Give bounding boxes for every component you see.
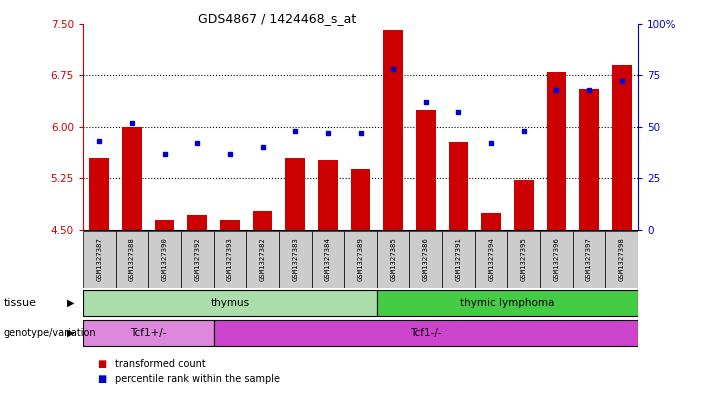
Text: percentile rank within the sample: percentile rank within the sample [115, 374, 280, 384]
Bar [579, 89, 599, 230]
Bar [213, 231, 246, 288]
Bar [410, 231, 442, 288]
Text: ■: ■ [97, 358, 107, 369]
Bar [377, 231, 410, 288]
Text: ■: ■ [97, 374, 107, 384]
Bar [350, 169, 371, 230]
Bar [83, 290, 377, 316]
Bar [181, 231, 213, 288]
Text: transformed count: transformed count [115, 358, 206, 369]
Bar [122, 127, 142, 230]
Text: thymus: thymus [211, 298, 249, 308]
Bar [514, 180, 534, 230]
Text: ▶: ▶ [67, 328, 74, 338]
Text: GSM1327382: GSM1327382 [260, 237, 265, 281]
Bar [89, 158, 109, 230]
Text: GSM1327396: GSM1327396 [554, 237, 559, 281]
Bar [187, 215, 207, 230]
Bar [83, 320, 213, 346]
Bar [416, 110, 435, 230]
Bar [83, 231, 115, 288]
Text: GSM1327395: GSM1327395 [521, 237, 527, 281]
Bar [606, 231, 638, 288]
Bar [448, 142, 468, 230]
Bar [475, 231, 508, 288]
Bar [612, 65, 632, 230]
Bar [384, 30, 403, 230]
Text: GSM1327398: GSM1327398 [619, 237, 625, 281]
Text: GSM1327392: GSM1327392 [194, 237, 200, 281]
Bar [149, 231, 181, 288]
Bar [279, 231, 311, 288]
Text: genotype/variation: genotype/variation [4, 328, 96, 338]
Bar [318, 160, 337, 230]
Bar [508, 231, 540, 288]
Bar [442, 231, 475, 288]
Bar [213, 320, 638, 346]
Text: GSM1327388: GSM1327388 [129, 237, 135, 281]
Bar [572, 231, 606, 288]
Bar [286, 158, 305, 230]
Bar [540, 231, 572, 288]
Text: GSM1327386: GSM1327386 [423, 237, 429, 281]
Bar [377, 290, 638, 316]
Text: Tcf1-/-: Tcf1-/- [410, 328, 442, 338]
Text: GDS4867 / 1424468_s_at: GDS4867 / 1424468_s_at [198, 12, 356, 25]
Text: GSM1327385: GSM1327385 [390, 237, 396, 281]
Text: GSM1327390: GSM1327390 [162, 237, 167, 281]
Text: GSM1327397: GSM1327397 [586, 237, 592, 281]
Text: GSM1327394: GSM1327394 [488, 237, 494, 281]
Bar [253, 211, 273, 230]
Bar [115, 231, 149, 288]
Text: GSM1327393: GSM1327393 [227, 237, 233, 281]
Bar [220, 220, 239, 230]
Bar [155, 220, 174, 230]
Text: GSM1327391: GSM1327391 [456, 237, 461, 281]
Text: Tcf1+/-: Tcf1+/- [130, 328, 167, 338]
Bar [246, 231, 279, 288]
Bar [311, 231, 344, 288]
Bar [344, 231, 377, 288]
Text: ▶: ▶ [67, 298, 74, 308]
Text: GSM1327383: GSM1327383 [292, 237, 298, 281]
Text: GSM1327389: GSM1327389 [358, 237, 363, 281]
Text: thymic lymphoma: thymic lymphoma [460, 298, 554, 308]
Bar [547, 72, 566, 230]
Bar [482, 213, 501, 230]
Text: GSM1327387: GSM1327387 [96, 237, 102, 281]
Text: tissue: tissue [4, 298, 37, 308]
Text: GSM1327384: GSM1327384 [325, 237, 331, 281]
